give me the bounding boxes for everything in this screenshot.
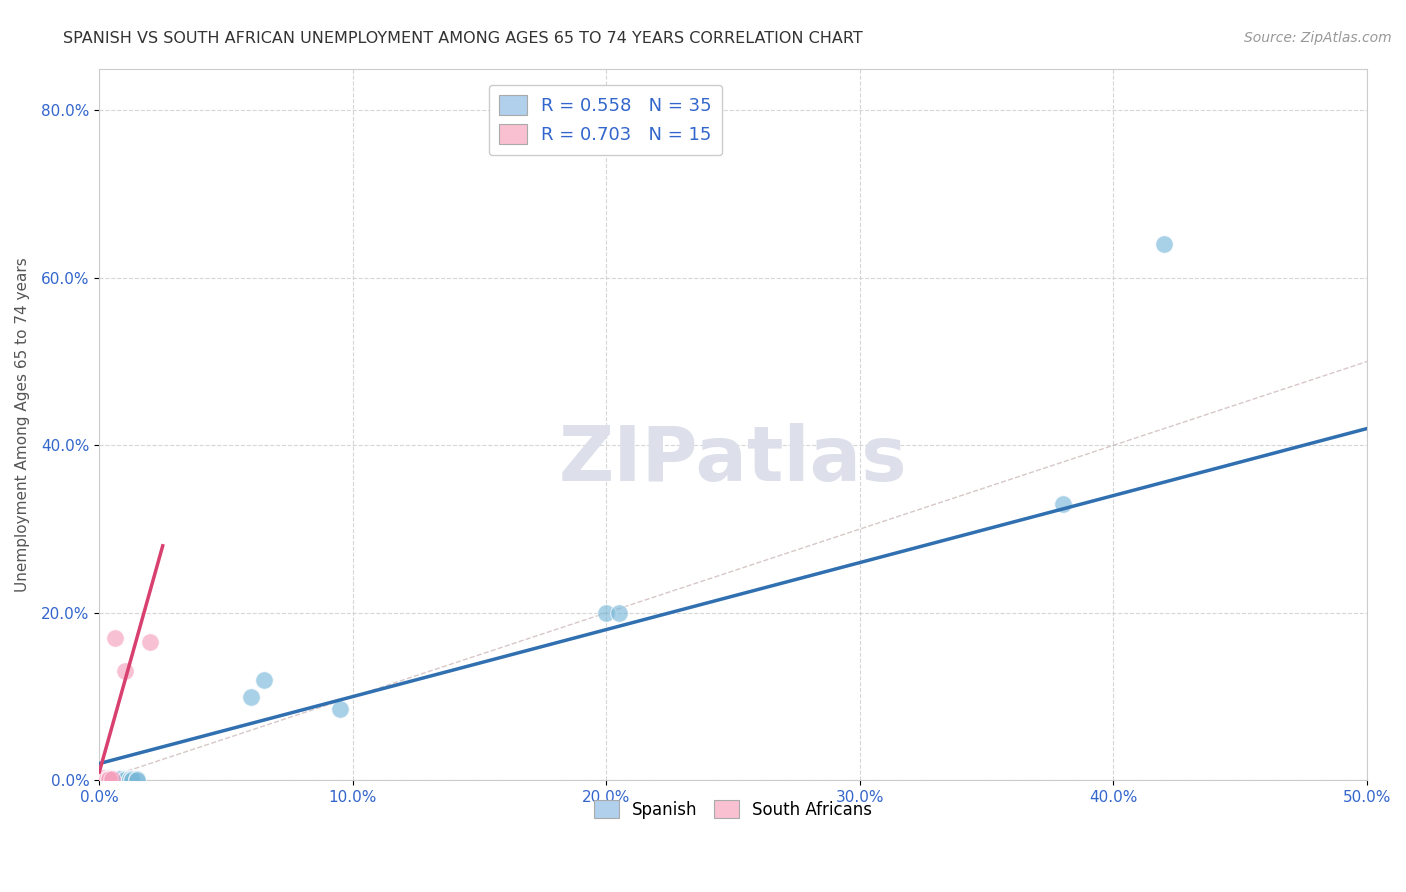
Point <box>105 772 128 787</box>
Point <box>118 772 141 786</box>
Point <box>93 771 115 785</box>
Point <box>101 772 124 787</box>
Text: SPANISH VS SOUTH AFRICAN UNEMPLOYMENT AMONG AGES 65 TO 74 YEARS CORRELATION CHAR: SPANISH VS SOUTH AFRICAN UNEMPLOYMENT AM… <box>63 31 863 46</box>
Point <box>90 771 112 785</box>
Point <box>93 771 115 785</box>
Point <box>98 772 121 786</box>
Point <box>90 772 112 786</box>
Point <box>93 772 115 787</box>
Point <box>108 772 131 787</box>
Point <box>114 772 136 787</box>
Point <box>90 772 112 787</box>
Point <box>93 772 115 786</box>
Point <box>101 772 124 786</box>
Point <box>96 772 118 787</box>
Text: Source: ZipAtlas.com: Source: ZipAtlas.com <box>1244 31 1392 45</box>
Point <box>96 772 118 786</box>
Point <box>127 772 149 787</box>
Point <box>96 772 118 787</box>
Point <box>101 773 124 788</box>
Point <box>105 772 128 786</box>
Point <box>1052 497 1074 511</box>
Point <box>105 773 128 788</box>
Point <box>98 772 121 786</box>
Point <box>93 772 115 787</box>
Point <box>90 773 112 788</box>
Y-axis label: Unemployment Among Ages 65 to 74 years: Unemployment Among Ages 65 to 74 years <box>15 257 30 591</box>
Point <box>139 635 162 649</box>
Point <box>98 772 121 787</box>
Point <box>595 606 617 620</box>
Point <box>127 773 149 788</box>
Point <box>118 772 141 787</box>
Point <box>101 772 124 787</box>
Point <box>96 771 118 785</box>
Point <box>96 772 118 786</box>
Legend: Spanish, South Africans: Spanish, South Africans <box>586 793 879 825</box>
Point <box>90 773 112 788</box>
Point <box>114 665 136 679</box>
Point <box>253 673 276 687</box>
Point <box>114 773 136 788</box>
Point <box>98 771 121 785</box>
Point <box>329 702 352 716</box>
Point <box>1153 237 1175 252</box>
Point <box>103 631 125 645</box>
Point <box>121 772 143 787</box>
Point <box>90 772 112 786</box>
Point <box>93 772 115 786</box>
Text: ZIPatlas: ZIPatlas <box>558 423 907 497</box>
Point <box>607 606 630 620</box>
Point <box>121 773 143 788</box>
Point <box>89 772 111 787</box>
Point <box>240 690 263 704</box>
Point <box>89 772 111 787</box>
Point <box>108 772 131 786</box>
